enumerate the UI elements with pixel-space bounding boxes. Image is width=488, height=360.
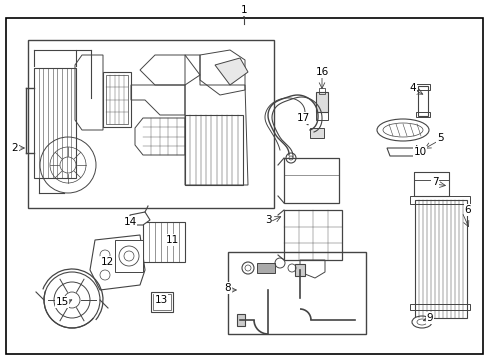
Text: 13: 13	[154, 295, 167, 305]
Bar	[417, 86, 427, 116]
Polygon shape	[130, 212, 150, 225]
Text: 1: 1	[240, 5, 247, 15]
Bar	[151, 292, 173, 312]
Text: 8: 8	[224, 283, 231, 293]
Bar	[257, 263, 274, 273]
Bar	[227, 252, 365, 334]
Text: 6: 6	[464, 205, 470, 215]
Bar	[315, 112, 327, 120]
Text: 15: 15	[55, 297, 68, 307]
Bar	[315, 92, 327, 112]
Bar	[413, 172, 448, 180]
Bar	[284, 210, 341, 260]
Text: 12: 12	[100, 257, 113, 267]
Bar	[28, 40, 273, 208]
Bar	[409, 196, 469, 204]
Text: 17: 17	[296, 113, 309, 123]
Text: 10: 10	[412, 147, 426, 157]
Bar	[115, 240, 142, 272]
Bar	[413, 172, 448, 196]
Text: 9: 9	[426, 313, 432, 323]
Bar	[318, 88, 325, 94]
Bar	[415, 84, 429, 90]
Bar	[415, 112, 429, 117]
Bar	[153, 294, 171, 310]
Ellipse shape	[376, 119, 428, 141]
Polygon shape	[90, 235, 145, 290]
Ellipse shape	[411, 316, 431, 328]
Bar	[409, 304, 469, 310]
Text: 3: 3	[264, 215, 271, 225]
Polygon shape	[386, 148, 424, 156]
Text: 14: 14	[123, 217, 136, 227]
Bar	[237, 314, 244, 326]
Polygon shape	[215, 58, 247, 85]
Bar	[103, 72, 131, 127]
Text: 5: 5	[436, 133, 443, 143]
Bar	[106, 75, 128, 124]
Text: 2: 2	[12, 143, 18, 153]
Bar	[34, 68, 76, 178]
Text: 11: 11	[165, 235, 178, 245]
Bar	[184, 115, 243, 185]
Bar	[142, 222, 184, 262]
Text: 4: 4	[409, 83, 415, 93]
Bar	[414, 200, 466, 318]
Bar	[294, 264, 305, 276]
Text: 7: 7	[431, 177, 437, 187]
Text: 16: 16	[315, 67, 328, 77]
Bar	[284, 158, 338, 203]
Bar	[309, 128, 324, 138]
